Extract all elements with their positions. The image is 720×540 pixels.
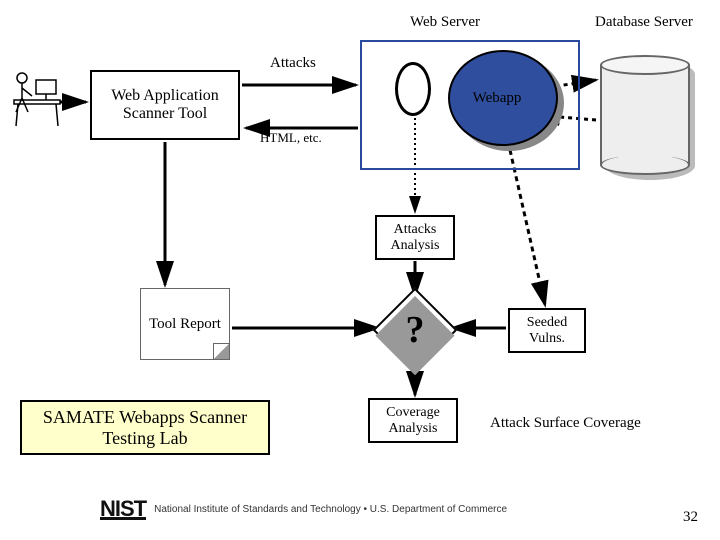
samate-text: SAMATE Webapps Scanner Testing Lab: [22, 407, 268, 449]
user-icon: [8, 68, 63, 133]
page-number: 32: [683, 509, 698, 526]
scanner-tool-text: Web Application Scanner Tool: [92, 87, 238, 123]
tool-report-text: Tool Report: [149, 316, 221, 333]
webapp-oval: Webapp: [448, 50, 558, 146]
seeded-vulns-text: Seeded Vulns.: [510, 315, 584, 346]
database-icon: [600, 55, 690, 175]
scanner-tool-box: Web Application Scanner Tool: [90, 70, 240, 140]
seeded-vulns-box: Seeded Vulns.: [508, 308, 586, 353]
database-server-label: Database Server: [595, 14, 693, 31]
coverage-analysis-box: Coverage Analysis: [368, 398, 458, 443]
nist-logo: NIST: [100, 496, 146, 522]
web-server-label: Web Server: [410, 14, 480, 31]
diagram-stage: Web Server Database Server Web Applicati…: [0, 0, 720, 540]
decision-diamond: ?: [373, 288, 458, 373]
attacks-label: Attacks: [270, 55, 316, 72]
samate-banner: SAMATE Webapps Scanner Testing Lab: [20, 400, 270, 455]
html-etc-label: HTML, etc.: [260, 130, 322, 146]
nist-footer: NIST National Institute of Standards and…: [100, 496, 507, 522]
coverage-analysis-text: Coverage Analysis: [370, 405, 456, 436]
attack-surface-label: Attack Surface Coverage: [490, 415, 641, 432]
nist-dept-text: National Institute of Standards and Tech…: [154, 504, 507, 515]
question-mark: ?: [387, 302, 443, 358]
attacks-analysis-box: Attacks Analysis: [375, 215, 455, 260]
attacks-analysis-text: Attacks Analysis: [377, 222, 453, 253]
tool-report-note: Tool Report: [140, 288, 230, 360]
webapp-text: Webapp: [473, 90, 522, 107]
target-ring-icon: [395, 62, 431, 116]
